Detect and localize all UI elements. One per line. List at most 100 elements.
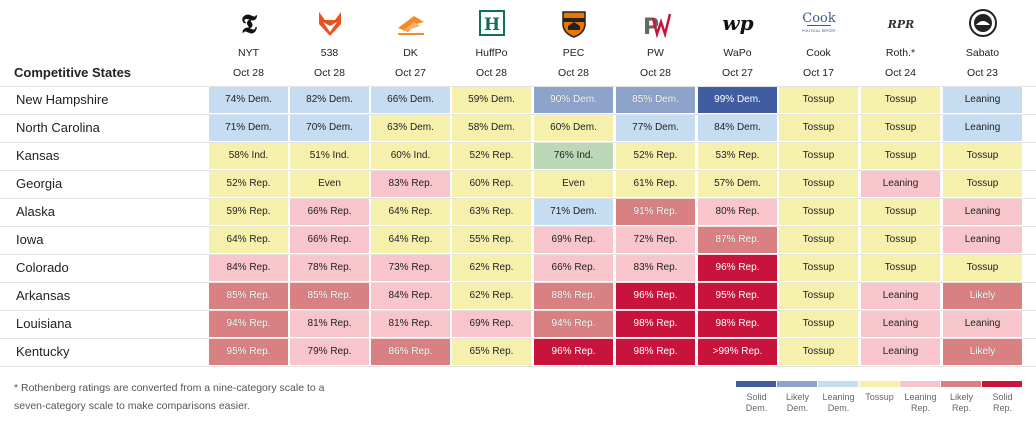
fox-logo-icon [318, 12, 341, 36]
rating-cell: Tossup [779, 87, 858, 113]
rating-cell: 83% Rep. [371, 171, 450, 197]
row-divider [0, 338, 1036, 339]
source-name: PEC [562, 47, 585, 59]
state-name: Kansas [16, 148, 60, 163]
rating-cell: 87% Rep. [698, 227, 777, 253]
rating-cell: 88% Rep. [534, 283, 613, 309]
row-divider [0, 310, 1036, 311]
source-date: Oct 24 [885, 67, 916, 79]
source-logo: H [452, 8, 531, 38]
rating-cell: 60% Dem. [534, 115, 613, 141]
rating-cell: 52% Rep. [452, 143, 531, 169]
state-name: Colorado [16, 260, 69, 275]
rating-cell: 59% Rep. [209, 199, 288, 225]
huffpost-logo-text: H [483, 15, 499, 35]
state-name: Georgia [16, 176, 63, 191]
source-name: DK [403, 47, 418, 59]
row-divider [0, 254, 1036, 255]
table-row: Colorado 84% Rep. 78% Rep. 73% Rep. 62% Rep.… [0, 254, 1036, 282]
table-row: New Hampshire 74% Dem. 82% Dem. 66% Dem. 59%… [0, 86, 1036, 114]
pw-logo-icon: P [643, 13, 671, 38]
rating-cell: 81% Rep. [371, 311, 450, 337]
rating-cell: Tossup [779, 115, 858, 141]
source-name: HuffPo [475, 47, 508, 59]
source-name: WaPo [723, 47, 752, 59]
rating-cell: Leaning [861, 283, 940, 309]
source-logo: P [616, 8, 695, 38]
huffpost-logo-icon: H [478, 10, 505, 36]
source-column-header: RPR Roth.* Oct 24 [861, 0, 940, 86]
rating-cell: Leaning [943, 311, 1022, 337]
table-row: North Carolina 71% Dem. 70% Dem. 63% Dem. 58… [0, 114, 1036, 142]
rpr-logo-text: RPR [886, 18, 914, 31]
color-legend: Solid Dem. Likely Dem. Leaning Dem. Tossup L… [736, 381, 1024, 421]
dk-logo-icon [397, 16, 424, 35]
rating-cell: 52% Rep. [209, 171, 288, 197]
rating-cell: 90% Dem. [534, 87, 613, 113]
rating-cell: 79% Rep. [290, 339, 369, 365]
legend-swatch [777, 381, 817, 387]
rating-cell: 86% Rep. [371, 339, 450, 365]
legend-swatch [941, 381, 981, 387]
rating-cell: 84% Rep. [371, 283, 450, 309]
table-row: Iowa 64% Rep. 66% Rep. 64% Rep. 55% Rep. 69% … [0, 226, 1036, 254]
row-divider [0, 170, 1036, 171]
rating-cell: 65% Rep. [452, 339, 531, 365]
cook-logo-icon: Cook POLITICAL REPORT [802, 11, 836, 33]
rating-cell: Likely [943, 339, 1022, 365]
rating-cell: Tossup [943, 255, 1022, 281]
legend-label: Leaning Dem. [822, 392, 855, 413]
rating-cell: 71% Dem. [209, 115, 288, 141]
sabato-seal-icon [968, 9, 997, 37]
rating-cell: 98% Rep. [616, 311, 695, 337]
table-row: Kansas 58% Ind. 51% Ind. 60% Ind. 52% Rep. 76… [0, 142, 1036, 170]
source-column-header: PEC Oct 28 [534, 0, 613, 86]
source-date: Oct 28 [233, 67, 264, 79]
source-column-header: Sabato Oct 23 [943, 0, 1022, 86]
rating-cell: 64% Rep. [371, 199, 450, 225]
rating-cell: 78% Rep. [290, 255, 369, 281]
rating-cell: 83% Rep. [616, 255, 695, 281]
table-header: Competitive States 𝕿 NYT Oct 28 538 Oct 28 DK… [0, 0, 1036, 86]
source-column-header: 𝕿 NYT Oct 28 [209, 0, 288, 86]
rating-cell: 94% Rep. [534, 311, 613, 337]
rating-cell: 69% Rep. [452, 311, 531, 337]
rating-cell: 73% Rep. [371, 255, 450, 281]
source-date: Oct 28 [314, 67, 345, 79]
legend-swatch [900, 381, 940, 387]
rating-cell: 94% Rep. [209, 311, 288, 337]
source-column-header: P PW Oct 28 [616, 0, 695, 86]
rating-cell: 70% Dem. [290, 115, 369, 141]
cook-logo-subtext: POLITICAL REPORT [802, 29, 836, 33]
source-date: Oct 17 [803, 67, 834, 79]
cook-logo-text: Cook [802, 11, 836, 26]
state-name: Louisiana [16, 316, 72, 331]
rating-cell: Leaning [861, 171, 940, 197]
rating-cell: 81% Rep. [290, 311, 369, 337]
rating-cell: 64% Rep. [209, 227, 288, 253]
rating-cell: 91% Rep. [616, 199, 695, 225]
rating-cell: 96% Rep. [616, 283, 695, 309]
source-logo [290, 8, 369, 38]
rating-cell: 96% Rep. [698, 255, 777, 281]
rating-cell: 69% Rep. [534, 227, 613, 253]
source-date: Oct 23 [967, 67, 998, 79]
rating-cell: Likely [943, 283, 1022, 309]
source-logo: RPR [861, 8, 940, 38]
rating-cell: Tossup [779, 255, 858, 281]
source-column-header: H HuffPo Oct 28 [452, 0, 531, 86]
legend-swatch [859, 381, 899, 387]
rating-cell: 80% Rep. [698, 199, 777, 225]
table-row: Georgia 52% Rep. Even 83% Rep. 60% Rep. Even 6… [0, 170, 1036, 198]
rating-cell: 53% Rep. [698, 143, 777, 169]
rating-cell: 66% Dem. [371, 87, 450, 113]
legend-swatch [982, 381, 1022, 387]
row-divider [0, 366, 1036, 367]
legend-swatch [736, 381, 776, 387]
source-date: Oct 28 [558, 67, 589, 79]
rating-cell: Tossup [861, 255, 940, 281]
source-logo: Cook POLITICAL REPORT [779, 8, 858, 38]
state-name: Arkansas [16, 288, 71, 303]
legend-label: Likely Rep. [949, 392, 973, 413]
source-name: Cook [806, 47, 831, 59]
